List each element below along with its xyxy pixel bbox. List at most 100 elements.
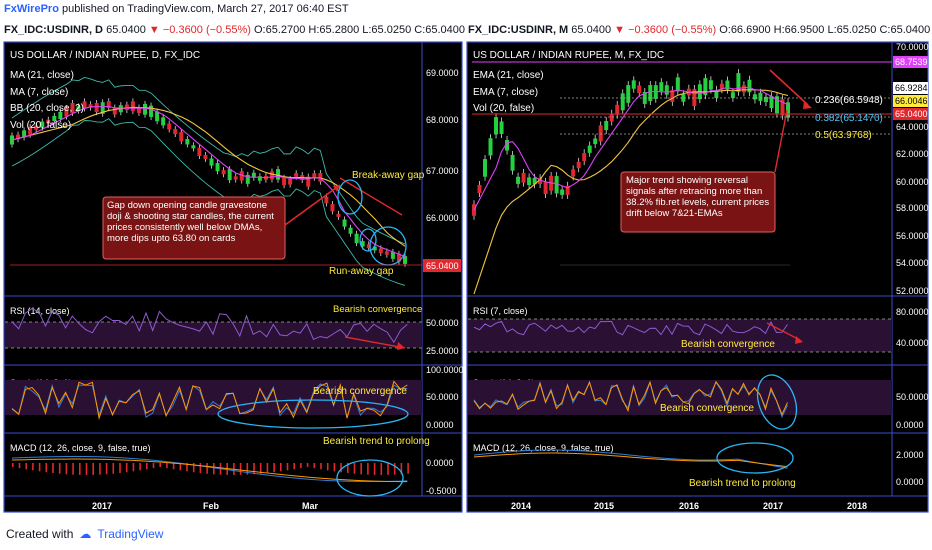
left-close: C:65.0400 bbox=[414, 24, 466, 36]
right-candle bbox=[510, 154, 515, 171]
left-macd-bar bbox=[320, 463, 322, 470]
right-candle bbox=[521, 172, 526, 183]
left-macd-bar bbox=[192, 463, 195, 473]
left-candle bbox=[82, 101, 87, 109]
right-candle bbox=[543, 182, 548, 195]
left-annotation-arrow bbox=[284, 184, 341, 226]
left-macd-bar bbox=[45, 463, 48, 473]
left-candle bbox=[251, 172, 256, 178]
right-tag-ema21 bbox=[893, 95, 928, 107]
left-candle bbox=[143, 103, 148, 115]
left-candle bbox=[282, 177, 287, 186]
left-rsi-label[interactable]: RSI (14, close) bbox=[10, 306, 70, 316]
left-macd-bar bbox=[360, 463, 362, 475]
left-candle bbox=[34, 125, 39, 130]
left-candle bbox=[124, 104, 129, 110]
left-candle bbox=[396, 253, 401, 262]
left-macd-bar bbox=[65, 463, 68, 475]
right-macd-annotation: Bearish trend to prolong bbox=[689, 478, 796, 489]
right-legend-ema7[interactable]: EMA (7, close) bbox=[473, 87, 538, 98]
left-macd-annotation-text: Bearish trend to prolong bbox=[323, 436, 430, 447]
right-stoch-tick: 50.0000 bbox=[896, 392, 929, 402]
left-macd-tick: 0.0000 bbox=[426, 458, 454, 468]
quote-header-right: FX_IDC:USDINR, M 65.0400 ▼ −0.3600 (−0.5… bbox=[468, 24, 930, 36]
break-away-label: Break-away gap bbox=[352, 170, 425, 181]
right-time-tick: 2018 bbox=[847, 501, 867, 511]
right-stoch-tick: 0.0000 bbox=[896, 420, 924, 430]
right-candle bbox=[675, 77, 680, 92]
left-price-tick: 67.0000 bbox=[426, 166, 459, 176]
left-legend-ma7[interactable]: MA (7, close) bbox=[10, 87, 68, 98]
right-candle bbox=[620, 93, 625, 111]
left-last: 65.0400 bbox=[106, 24, 146, 36]
right-time-tick: 2016 bbox=[679, 501, 699, 511]
right-candle bbox=[609, 113, 614, 122]
right-tag-high bbox=[893, 56, 928, 68]
left-time-tick: Mar bbox=[302, 501, 319, 511]
right-chart-frame[interactable] bbox=[466, 41, 929, 513]
publish-header: FxWirePro published on TradingView.com, … bbox=[4, 3, 349, 15]
right-candle bbox=[747, 79, 752, 93]
left-macd-bar bbox=[132, 463, 135, 472]
right-macd-label[interactable]: MACD (12, 26, close, 9, false, true) bbox=[473, 443, 614, 453]
right-legend-vol[interactable]: Vol (20, false) bbox=[473, 103, 534, 114]
left-symbol: FX_IDC:USDINR, D bbox=[4, 24, 104, 36]
right-candle bbox=[648, 85, 653, 102]
left-candle bbox=[215, 162, 220, 172]
left-macd-bar bbox=[112, 463, 115, 474]
left-price-tick: 68.0000 bbox=[426, 115, 459, 125]
right-rsi-label[interactable]: RSI (7, close) bbox=[473, 306, 528, 316]
right-price-tick: 62.0000 bbox=[896, 149, 929, 159]
right-rsi-annotation: Bearish convergence bbox=[681, 339, 775, 350]
left-macd-annotation: Bearish trend to prolong bbox=[323, 436, 430, 447]
left-candle bbox=[185, 139, 190, 145]
left-candle bbox=[203, 155, 208, 159]
right-legend-ema21[interactable]: EMA (21, close) bbox=[473, 70, 544, 81]
right-candle bbox=[565, 185, 570, 195]
left-macd-bar bbox=[79, 463, 81, 475]
left-candle bbox=[269, 171, 274, 180]
left-candle bbox=[173, 129, 178, 135]
left-open: O:65.2700 bbox=[253, 24, 306, 36]
left-stoch-tick: 50.0000 bbox=[426, 392, 459, 402]
footer: Created with ☁ TradingView bbox=[6, 527, 163, 541]
left-macd-bar bbox=[340, 463, 342, 473]
left-candle bbox=[324, 196, 329, 204]
left-macd-bar bbox=[25, 463, 27, 470]
left-legend-vol[interactable]: Vol (20, false) bbox=[10, 120, 71, 131]
left-macd-bar bbox=[206, 463, 208, 474]
publish-info: published on TradingView.com, March 27, … bbox=[61, 3, 349, 15]
left-macd-bar bbox=[166, 463, 168, 469]
left-annotation-box bbox=[102, 196, 286, 260]
right-candle bbox=[527, 177, 532, 186]
left-candle bbox=[354, 233, 359, 244]
left-macd-bar bbox=[92, 463, 94, 475]
left-candle bbox=[161, 117, 166, 126]
left-macd-bar bbox=[159, 463, 161, 468]
tradingview-link[interactable]: TradingView bbox=[97, 527, 164, 541]
left-macd-label[interactable]: MACD (12, 26, close, 9, false, true) bbox=[10, 443, 151, 453]
left-candle bbox=[22, 130, 27, 138]
left-candle bbox=[179, 132, 184, 142]
left-candle bbox=[245, 174, 250, 184]
left-macd-bar bbox=[313, 463, 316, 469]
right-stoch-d-line bbox=[473, 380, 788, 416]
left-macd-bar bbox=[58, 463, 61, 474]
left-macd-bar bbox=[407, 463, 409, 474]
left-macd-bar bbox=[85, 463, 88, 475]
brand-link[interactable]: FxWirePro bbox=[4, 3, 59, 15]
left-macd-bar bbox=[38, 463, 41, 472]
pane-separators[interactable] bbox=[4, 42, 928, 497]
left-low: L:65.0250 bbox=[362, 24, 412, 36]
left-legend-ma21[interactable]: MA (21, close) bbox=[10, 70, 74, 81]
left-candle bbox=[306, 176, 311, 187]
left-chart-title: US DOLLAR / INDIAN RUPEE, D, FX_IDC bbox=[10, 50, 200, 61]
left-macd-signal bbox=[11, 458, 408, 483]
right-candle bbox=[587, 145, 592, 153]
right-candle bbox=[488, 138, 493, 156]
left-macd-bar bbox=[387, 463, 389, 475]
left-legend-bb[interactable]: BB (20, close, 2) bbox=[10, 103, 84, 114]
left-candle bbox=[58, 111, 63, 120]
bb-upper bbox=[11, 76, 406, 245]
